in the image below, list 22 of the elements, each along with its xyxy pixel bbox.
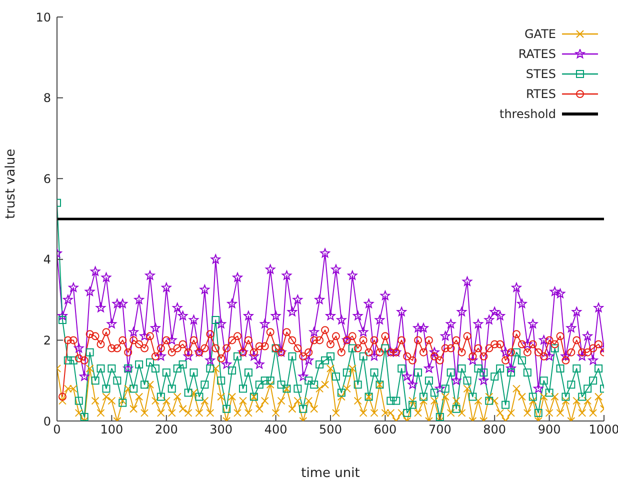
legend-label: GATE xyxy=(524,27,556,41)
x-tick-label: 600 xyxy=(374,422,397,437)
legend-label: RATES xyxy=(518,47,556,61)
legend-label: RTES xyxy=(526,87,556,101)
x-tick-label: 900 xyxy=(538,422,561,437)
x-tick-label: 700 xyxy=(428,422,452,437)
x-tick-label: 0 xyxy=(53,422,61,437)
y-tick-label: 8 xyxy=(43,91,51,106)
y-tick-label: 4 xyxy=(43,252,51,267)
y-axis-title: trust value xyxy=(4,148,19,219)
y-tick-label: 6 xyxy=(43,172,51,186)
legend-label: threshold xyxy=(499,107,556,121)
x-tick-label: 200 xyxy=(154,422,178,437)
legend-label: STES xyxy=(526,67,556,81)
x-tick-label: 300 xyxy=(210,422,233,437)
x-axis-title: time unit xyxy=(301,466,360,479)
x-tick-label: 500 xyxy=(319,422,342,437)
y-tick-label: 2 xyxy=(43,333,51,348)
x-tick-label: 100 xyxy=(100,422,124,437)
x-tick-label: 800 xyxy=(483,422,506,437)
x-tick-label: 400 xyxy=(264,422,288,437)
y-tick-label: 10 xyxy=(36,10,51,24)
